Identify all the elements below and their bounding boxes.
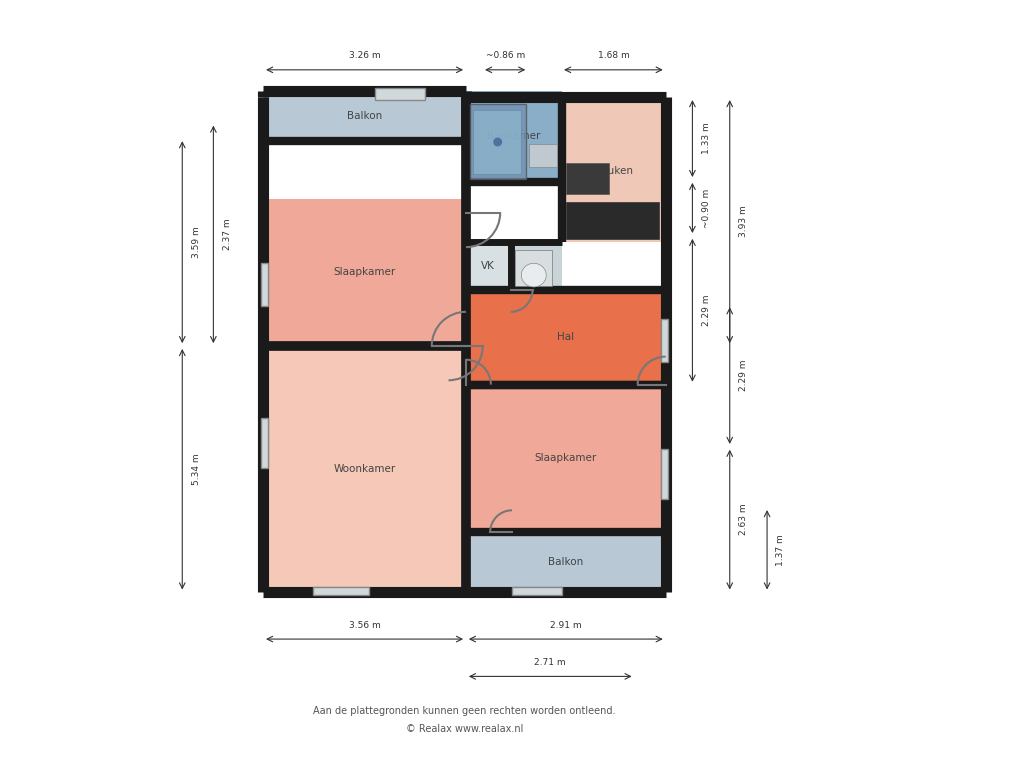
Text: 1.68 m: 1.68 m: [598, 51, 630, 61]
Text: Balkon: Balkon: [548, 558, 584, 568]
Text: 3.56 m: 3.56 m: [349, 621, 381, 630]
Bar: [466, 241, 511, 290]
Text: 3.59 m: 3.59 m: [191, 227, 201, 258]
Bar: [263, 91, 466, 141]
Text: VK: VK: [481, 261, 496, 271]
Text: 1.33 m: 1.33 m: [701, 123, 711, 154]
Bar: [466, 385, 666, 532]
Text: 2.63 m: 2.63 m: [739, 504, 749, 535]
Ellipse shape: [521, 263, 546, 287]
Bar: [261, 263, 268, 306]
Text: Keuken: Keuken: [595, 166, 633, 176]
Bar: [313, 588, 369, 595]
Text: ~0.90 m: ~0.90 m: [701, 188, 711, 227]
Text: Slaapkamer: Slaapkamer: [334, 267, 395, 277]
Bar: [375, 88, 425, 100]
Bar: [263, 346, 466, 592]
Bar: [466, 532, 666, 592]
Bar: [565, 163, 609, 194]
Text: 1.37 m: 1.37 m: [776, 534, 785, 566]
Bar: [529, 144, 557, 167]
Text: 2.71 m: 2.71 m: [535, 658, 566, 667]
Circle shape: [494, 138, 502, 146]
Text: Badkamer: Badkamer: [487, 131, 541, 141]
Bar: [515, 250, 552, 286]
Text: Aan de plattegronden kunnen geen rechten worden ontleend.: Aan de plattegronden kunnen geen rechten…: [313, 706, 616, 716]
Text: 2.29 m: 2.29 m: [701, 294, 711, 326]
Bar: [562, 99, 666, 242]
Bar: [660, 449, 668, 499]
Text: Slaapkamer: Slaapkamer: [535, 453, 597, 463]
Text: Balkon: Balkon: [347, 111, 382, 121]
Text: Toilet: Toilet: [522, 261, 550, 271]
Text: 2.91 m: 2.91 m: [550, 621, 582, 630]
Bar: [470, 104, 525, 179]
Bar: [261, 419, 268, 468]
Bar: [473, 110, 521, 174]
Text: © Realax www.realax.nl: © Realax www.realax.nl: [407, 724, 523, 734]
Bar: [466, 91, 562, 182]
Bar: [565, 202, 658, 239]
Text: ~0.86 m: ~0.86 m: [485, 51, 524, 61]
Text: Woonkamer: Woonkamer: [334, 464, 395, 474]
Bar: [466, 290, 666, 385]
Text: Hal: Hal: [557, 333, 574, 343]
Text: 3.93 m: 3.93 m: [739, 206, 749, 237]
Bar: [660, 319, 668, 362]
Bar: [263, 199, 466, 346]
Bar: [512, 588, 562, 595]
Text: 2.37 m: 2.37 m: [222, 219, 231, 250]
Bar: [511, 241, 562, 290]
Text: 2.29 m: 2.29 m: [739, 360, 749, 392]
Text: 3.26 m: 3.26 m: [349, 51, 380, 61]
Text: 5.34 m: 5.34 m: [191, 453, 201, 485]
